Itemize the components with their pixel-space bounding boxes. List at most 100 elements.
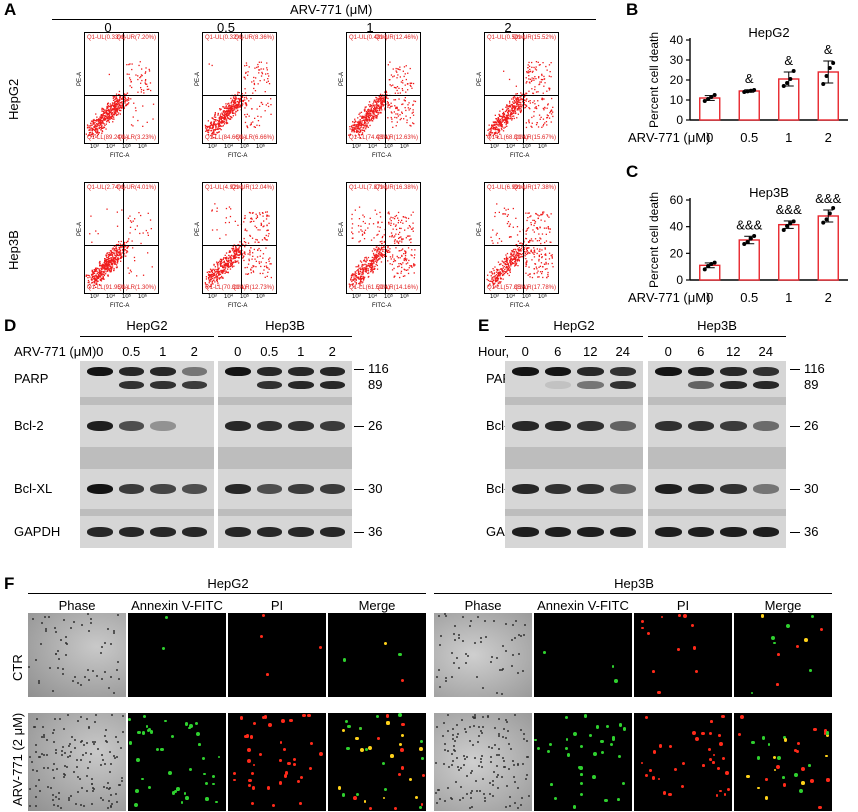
event-dot [225, 105, 227, 107]
event-dot [372, 118, 375, 120]
event-dot [399, 66, 401, 68]
event-dot [108, 105, 111, 108]
event-dot [226, 122, 229, 124]
event-dot [497, 242, 499, 244]
event-dot [351, 223, 354, 225]
event-dot [121, 97, 123, 100]
significance-mark: & [784, 53, 793, 68]
event-dot [386, 249, 388, 251]
event-dot [352, 274, 354, 276]
event-dot [404, 216, 406, 218]
event-dot [116, 267, 118, 269]
event-dot [139, 61, 141, 63]
event-dot [534, 251, 536, 253]
event-dot [225, 120, 228, 122]
event-dot [543, 227, 546, 229]
event-dot [402, 89, 404, 92]
event-dot [518, 250, 521, 252]
event-dot [207, 131, 209, 133]
event-dot [539, 271, 542, 273]
event-dot [364, 263, 366, 265]
lane-label: 0 [521, 344, 529, 359]
event-dot [535, 69, 538, 71]
event-dot [252, 271, 255, 273]
event-dot [545, 65, 547, 68]
cell-dot [107, 627, 110, 630]
event-dot [546, 90, 548, 92]
event-dot [410, 238, 412, 240]
cell-dot [173, 790, 178, 794]
event-dot [374, 254, 376, 257]
event-dot [348, 283, 350, 285]
band-116 [87, 367, 113, 376]
event-dot [495, 118, 497, 120]
cell-dot [50, 786, 52, 789]
event-dot [518, 102, 520, 104]
event-dot [142, 232, 144, 234]
event-dot [513, 251, 515, 253]
cell-dot [80, 787, 83, 790]
event-dot [118, 100, 120, 103]
event-dot [537, 61, 539, 63]
event-dot [371, 263, 373, 265]
event-dot [504, 110, 507, 113]
event-dot [525, 98, 528, 100]
event-dot [506, 122, 508, 124]
event-dot [217, 119, 219, 122]
event-dot [115, 251, 117, 253]
data-point [788, 77, 793, 81]
cell-dot [61, 672, 64, 675]
event-dot [246, 64, 248, 66]
event-dot [362, 233, 364, 235]
band [150, 421, 176, 431]
event-dot [545, 227, 547, 229]
event-dot [381, 252, 383, 255]
event-dot [498, 128, 500, 130]
event-dot [403, 99, 405, 101]
event-dot [96, 118, 98, 121]
cell-dot [376, 736, 380, 740]
event-dot [114, 99, 116, 101]
event-dot [509, 223, 511, 225]
event-dot [376, 250, 378, 252]
event-dot [359, 137, 361, 139]
cell-dot [89, 617, 92, 620]
event-dot [224, 272, 226, 274]
cell-dot [53, 717, 56, 720]
event-dot [503, 213, 505, 215]
cell-dot [80, 715, 83, 718]
event-dot [541, 126, 543, 128]
event-dot [229, 108, 231, 110]
event-dot [228, 257, 230, 259]
event-dot [405, 263, 407, 265]
event-dot [363, 121, 366, 123]
event-dot [372, 103, 374, 105]
event-dot [385, 91, 388, 94]
cell-dot [614, 679, 619, 684]
event-dot [504, 126, 506, 128]
blot-group-bracket [80, 336, 214, 337]
event-dot [380, 98, 382, 100]
event-dot [101, 121, 104, 123]
event-dot [374, 254, 377, 256]
event-dot [229, 107, 231, 109]
gate-horizontal [85, 245, 158, 246]
event-dot [374, 105, 376, 107]
event-dot [357, 127, 359, 130]
cell-dot [56, 650, 59, 653]
event-dot [359, 121, 362, 123]
event-dot [259, 255, 261, 257]
event-dot [393, 111, 395, 113]
cell-dot [359, 748, 364, 753]
band-89 [720, 381, 747, 389]
event-dot [523, 247, 526, 249]
event-dot [362, 273, 364, 275]
event-dot [258, 61, 260, 63]
event-dot [258, 262, 261, 265]
event-dot [99, 262, 101, 265]
event-dot [130, 124, 133, 126]
event-dot [373, 262, 375, 264]
cell-dot [113, 756, 116, 759]
event-dot [399, 240, 401, 242]
event-dot [545, 254, 547, 256]
